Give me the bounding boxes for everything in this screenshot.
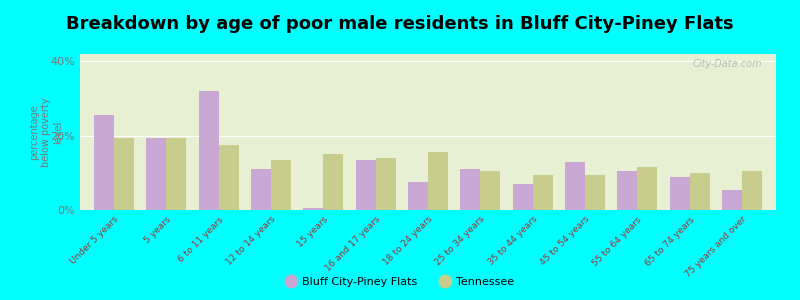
Bar — [742, 171, 762, 210]
Text: City-Data.com: City-Data.com — [693, 59, 762, 69]
Bar — [533, 175, 553, 210]
Bar — [303, 208, 323, 210]
Bar — [356, 160, 376, 210]
Bar — [618, 171, 638, 210]
Bar — [722, 190, 742, 210]
Bar — [218, 145, 238, 210]
Bar — [323, 154, 343, 210]
Bar — [251, 169, 271, 210]
Bar — [513, 184, 533, 210]
Bar — [480, 171, 500, 210]
Bar — [146, 138, 166, 210]
Legend: Bluff City-Piney Flats, Tennessee: Bluff City-Piney Flats, Tennessee — [281, 273, 519, 291]
Bar — [94, 115, 114, 210]
Bar — [376, 158, 395, 210]
Y-axis label: percentage
below poverty
level: percentage below poverty level — [30, 97, 63, 167]
Bar — [638, 167, 658, 210]
Bar — [690, 173, 710, 210]
Bar — [166, 138, 186, 210]
Bar — [565, 162, 585, 210]
Bar — [114, 138, 134, 210]
Bar — [271, 160, 291, 210]
Bar — [461, 169, 480, 210]
Bar — [428, 152, 448, 210]
Text: Breakdown by age of poor male residents in Bluff City-Piney Flats: Breakdown by age of poor male residents … — [66, 15, 734, 33]
Bar — [670, 177, 690, 210]
Bar — [585, 175, 605, 210]
Bar — [408, 182, 428, 210]
Bar — [198, 91, 218, 210]
